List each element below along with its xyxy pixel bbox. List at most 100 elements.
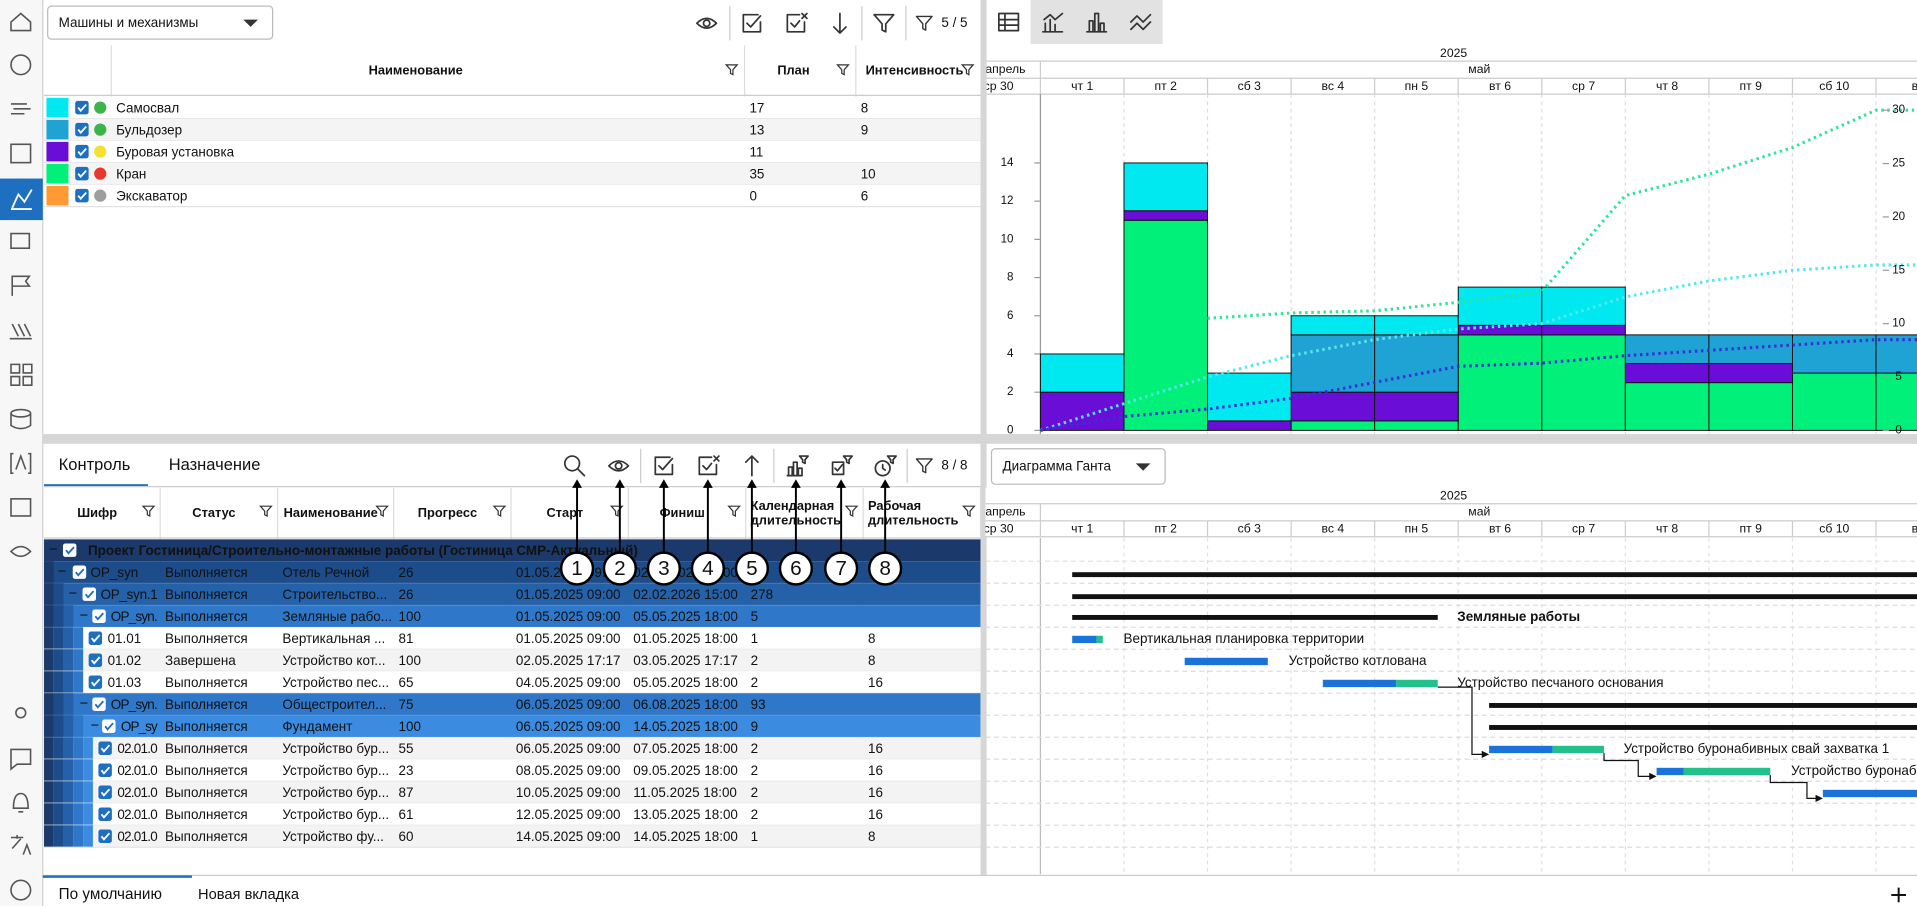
check-all-button[interactable]: [742, 13, 762, 33]
bell-icon[interactable]: [12, 792, 29, 813]
eye-button[interactable]: [607, 460, 630, 472]
finish-cell: 09.05.2025 18:00: [633, 763, 738, 778]
task-row: [44, 627, 981, 650]
flag-icon[interactable]: [11, 275, 31, 296]
table-view-button[interactable]: [997, 12, 1020, 32]
theme-icon[interactable]: [15, 707, 27, 719]
info-icon[interactable]: [10, 879, 32, 901]
resource-table: Наименование План Интенсивность Самосвал 17 8…: [44, 45, 981, 208]
status-cell: Выполняется: [165, 719, 248, 734]
code-cell: 02.01.0: [117, 807, 157, 822]
checkmark: [84, 590, 95, 599]
home-icon[interactable]: [10, 12, 32, 32]
filter-button[interactable]: [873, 13, 895, 33]
horizontal-splitter[interactable]: [42, 434, 1917, 444]
progress-cell: 61: [399, 807, 414, 822]
text-icon[interactable]: [10, 452, 32, 474]
tree-toggle[interactable]: −: [79, 696, 88, 712]
tree-toggle[interactable]: −: [49, 542, 58, 558]
tree-indent: [53, 693, 64, 716]
uncheck-all-button[interactable]: [698, 455, 720, 476]
tree-indent: [44, 759, 54, 782]
status-cell: Выполняется: [165, 807, 248, 822]
color-swatch: [46, 119, 69, 140]
table-row: [44, 140, 981, 163]
gantt-dropdown[interactable]: [990, 448, 1166, 485]
resource-dropdown[interactable]: [47, 5, 274, 40]
tab[interactable]: Новая вкладка: [198, 887, 300, 903]
bar-segment: [1123, 162, 1209, 212]
summary-row: [44, 583, 981, 606]
task-label: Устройство песчаного основания: [1457, 675, 1663, 690]
bar-segment: [1791, 334, 1877, 374]
y2-tick-label: 5: [1895, 370, 1901, 383]
uncheck-all-button[interactable]: [786, 12, 808, 33]
intensity-cell: 9: [861, 122, 868, 137]
name-cell: Устройство бур...: [282, 807, 389, 822]
tree-toggle[interactable]: −: [57, 564, 66, 580]
code-cell: 02.01.0: [117, 763, 157, 778]
gantt-chart: 2025 апрель май ср 30 чт 1 пт 2 сб 3 вс 4 пн 5 вт…: [985, 487, 1917, 875]
column-header: Календарная длительность: [750, 498, 841, 528]
chart-icon[interactable]: [11, 189, 33, 211]
tree-indent: [63, 737, 74, 760]
calendar-cell: 1: [751, 829, 758, 844]
windows-icon[interactable]: [10, 232, 31, 250]
bar-segment: [1457, 286, 1543, 326]
y2-tick-label: 30: [1892, 103, 1905, 116]
bar-segment: [1541, 334, 1626, 431]
plan-cell: 0: [749, 188, 756, 203]
tree-toggle[interactable]: −: [68, 586, 77, 602]
check-all-button[interactable]: [654, 456, 674, 476]
checkbox: [92, 697, 106, 711]
tree-toggle[interactable]: −: [79, 608, 88, 624]
calendar-cell: 2: [751, 807, 758, 822]
name-cell: Земляные рабо...: [282, 609, 392, 624]
bar-segment: [1374, 315, 1459, 336]
tab[interactable]: Назначение: [169, 456, 261, 474]
day-label: вт 6: [1489, 79, 1511, 93]
finish-cell: 07.05.2025 18:00: [633, 741, 738, 756]
tab[interactable]: По умолчанию: [59, 886, 162, 903]
eye-button[interactable]: [696, 17, 718, 30]
column-header: План: [777, 62, 809, 77]
chat-icon[interactable]: [10, 748, 32, 771]
board-icon[interactable]: [10, 143, 32, 164]
list-icon[interactable]: [11, 103, 31, 115]
tree-indent: [53, 715, 64, 738]
column-header-box: Старт: [546, 506, 583, 521]
summary-bar: [1072, 572, 1917, 578]
status-dot: [94, 123, 107, 136]
tree-indent: [73, 649, 84, 672]
column-header-box: Статус: [192, 506, 235, 521]
sort-button[interactable]: [744, 455, 759, 477]
time-filter-button[interactable]: [874, 455, 898, 477]
add-tab-button[interactable]: [1891, 887, 1906, 903]
tree-indent: [83, 781, 93, 804]
table-row: [44, 162, 981, 185]
resource-filter-button[interactable]: [786, 455, 809, 477]
search-button[interactable]: [563, 455, 586, 477]
grid-icon[interactable]: [10, 363, 33, 386]
globe-icon[interactable]: [10, 54, 32, 76]
bar-segment: [1374, 334, 1459, 393]
resource-icon[interactable]: [9, 323, 32, 340]
tab[interactable]: Контроль: [59, 456, 131, 474]
sort-button[interactable]: [832, 12, 847, 34]
tree-indent: [53, 825, 64, 848]
column-header: Шифр: [77, 506, 118, 521]
dropdown-label: Диаграмма Ганта: [1003, 459, 1112, 474]
y2-tick-label: 15: [1892, 263, 1905, 276]
eye-icon[interactable]: [9, 545, 32, 558]
checked-filter-button[interactable]: [831, 455, 853, 476]
day-label: чт 8: [1656, 79, 1678, 93]
checkmark: [100, 832, 111, 841]
sidebar: [0, 0, 43, 906]
db-icon-body[interactable]: [10, 413, 32, 430]
column-filter: [492, 505, 507, 517]
checkbox: [88, 675, 103, 689]
translate-icon[interactable]: [11, 835, 32, 855]
calendar-icon[interactable]: [10, 498, 32, 517]
tree-toggle[interactable]: −: [90, 718, 99, 734]
month-label: май: [1468, 505, 1490, 519]
